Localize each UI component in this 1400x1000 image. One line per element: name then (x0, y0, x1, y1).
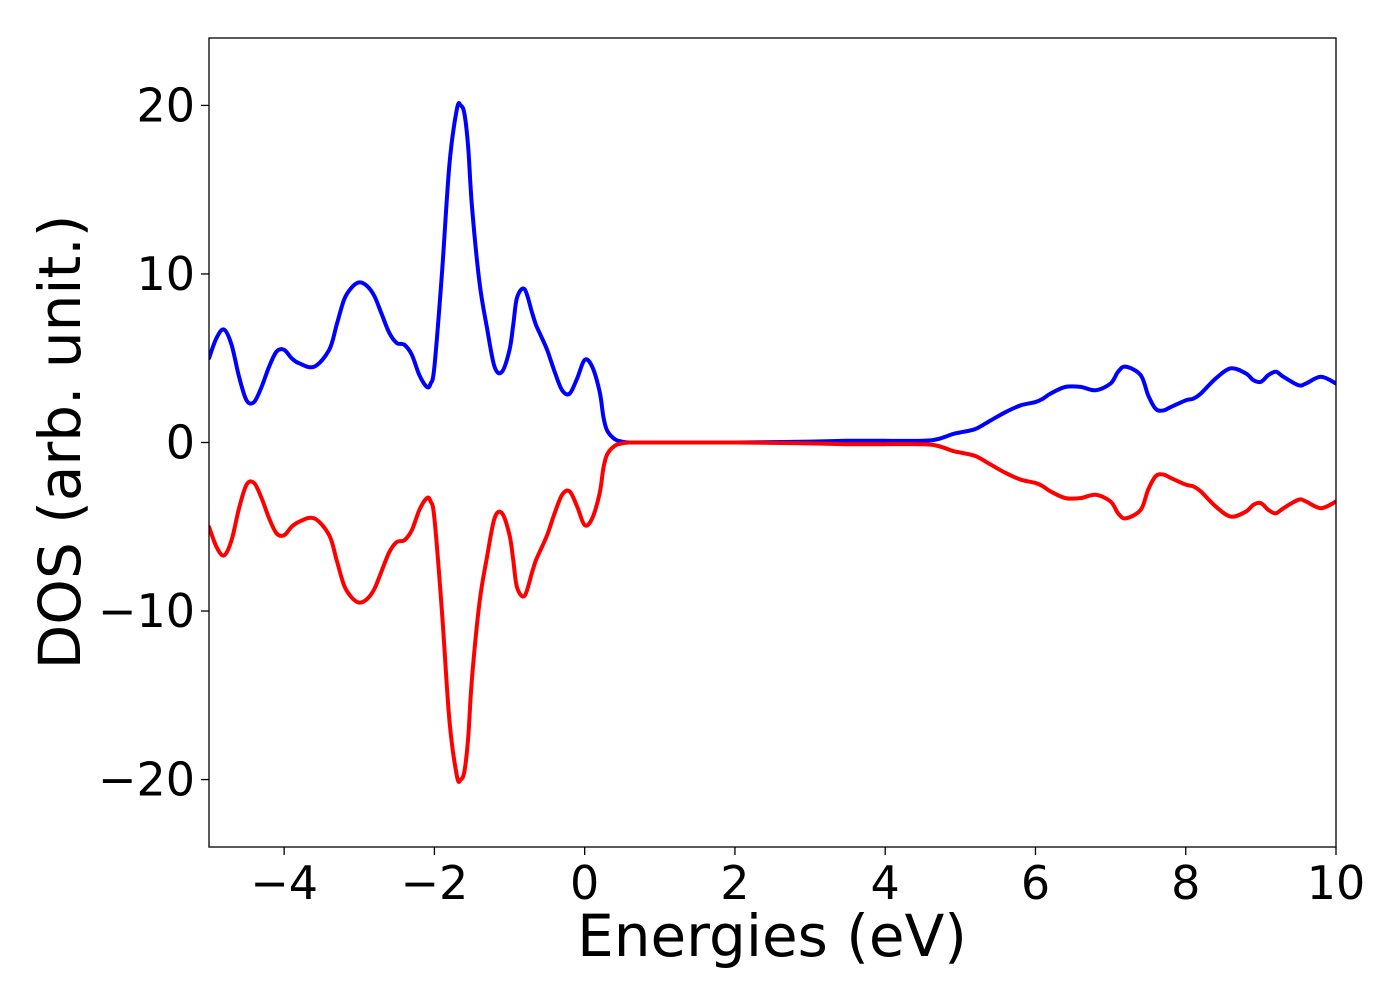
x-tick-label: −2 (400, 856, 468, 910)
x-axis: −4 −2 0 2 4 6 8 10 (250, 847, 1365, 910)
y-axis: −20 −10 0 10 20 (98, 78, 209, 807)
series-line-blue (209, 101, 1336, 445)
x-tick-label: 10 (1307, 856, 1366, 910)
y-tick-label: 0 (166, 416, 195, 470)
y-tick-label: −10 (98, 584, 195, 638)
y-axis-label: DOS (arb. unit.) (26, 215, 94, 670)
x-axis-label: Energies (eV) (577, 902, 967, 970)
x-tick-label: −4 (250, 856, 318, 910)
series-layer (209, 101, 1336, 784)
x-tick-label: 2 (720, 856, 749, 910)
y-tick-label: −20 (98, 753, 195, 807)
y-tick-label: 10 (136, 247, 195, 301)
x-tick-label: 4 (871, 856, 900, 910)
x-tick-label: 6 (1021, 856, 1050, 910)
x-tick-label: 8 (1171, 856, 1200, 910)
series-line-red (209, 440, 1336, 784)
y-tick-label: 20 (136, 78, 195, 132)
x-tick-label: 0 (570, 856, 599, 910)
